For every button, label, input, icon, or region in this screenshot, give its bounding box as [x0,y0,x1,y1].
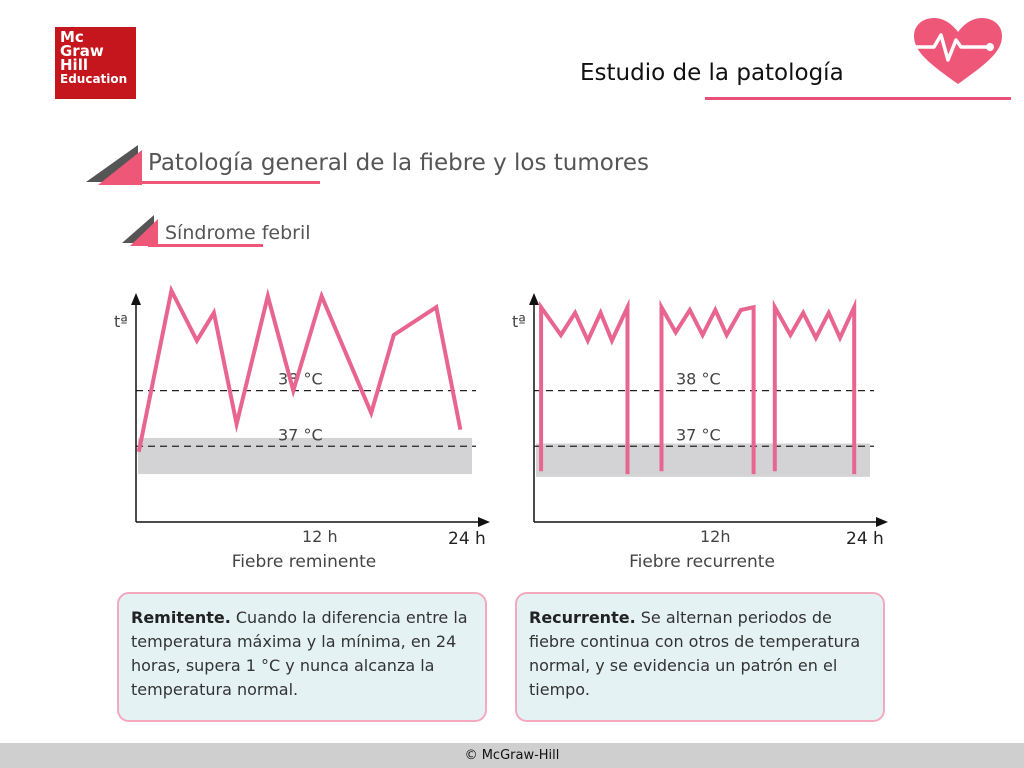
mcgraw-hill-logo: Mc Graw Hill Education [55,27,136,99]
x-tick-label-24: 24 h [448,529,486,549]
section-subtitle-marker [122,215,263,247]
footer-copyright: © McGraw-Hill [464,748,560,763]
normal-temperature-band [536,443,870,477]
section-title-marker [86,145,320,185]
chart-title: Fiebre reminente [232,552,376,572]
reference-label-37: 37 °C [676,425,721,444]
x-axis-arrow [478,517,490,527]
x-axis-arrow [876,517,888,527]
series-line-1 [659,299,756,475]
reference-label-37: 37 °C [278,425,323,444]
series-line-0 [539,298,630,475]
logo-line-2: Graw [60,42,104,60]
footer: © McGraw-Hill [0,743,1024,768]
section-title: Patología general de la fiebre y los tum… [148,150,649,176]
x-tick-label-12: 12 h [302,527,338,546]
logo-line-3: Hill [60,56,88,74]
box-recurrente: Recurrente. Se alternan periodos de fieb… [515,592,885,722]
logo-line-1: Mc [60,28,84,46]
chart-fiebre-recurrente: 38 °C 37 °C tª 12h 24 h Fiebre recurrente [512,293,888,572]
y-axis-label: tª [114,312,128,331]
heart-pulse-icon [912,18,1002,84]
logo-line-4: Education [60,72,128,86]
series-line-0 [136,284,463,453]
x-tick-label-24: 24 h [846,529,884,549]
y-axis-arrow [131,293,141,305]
header-title: Estudio de la patología [580,60,844,86]
reference-label-38: 38 °C [676,370,721,389]
normal-temperature-band [138,437,472,475]
x-tick-label-12: 12h [700,527,731,546]
y-axis-arrow [529,293,539,305]
box-remitente-text: Cuando la diferencia entre la temperatur… [131,608,468,699]
y-axis-label: tª [512,312,526,331]
box-recurrente-title: Recurrente. [529,608,636,627]
box-remitente-title: Remitente. [131,608,231,627]
section-subtitle: Síndrome febril [165,222,311,244]
header-underline [705,97,1011,100]
chart-title: Fiebre recurrente [629,552,775,572]
series-line-2 [772,298,857,475]
box-recurrente-text: Se alternan periodos de fiebre continua … [529,608,861,699]
box-remitente: Remitente. Cuando la diferencia entre la… [117,592,487,722]
